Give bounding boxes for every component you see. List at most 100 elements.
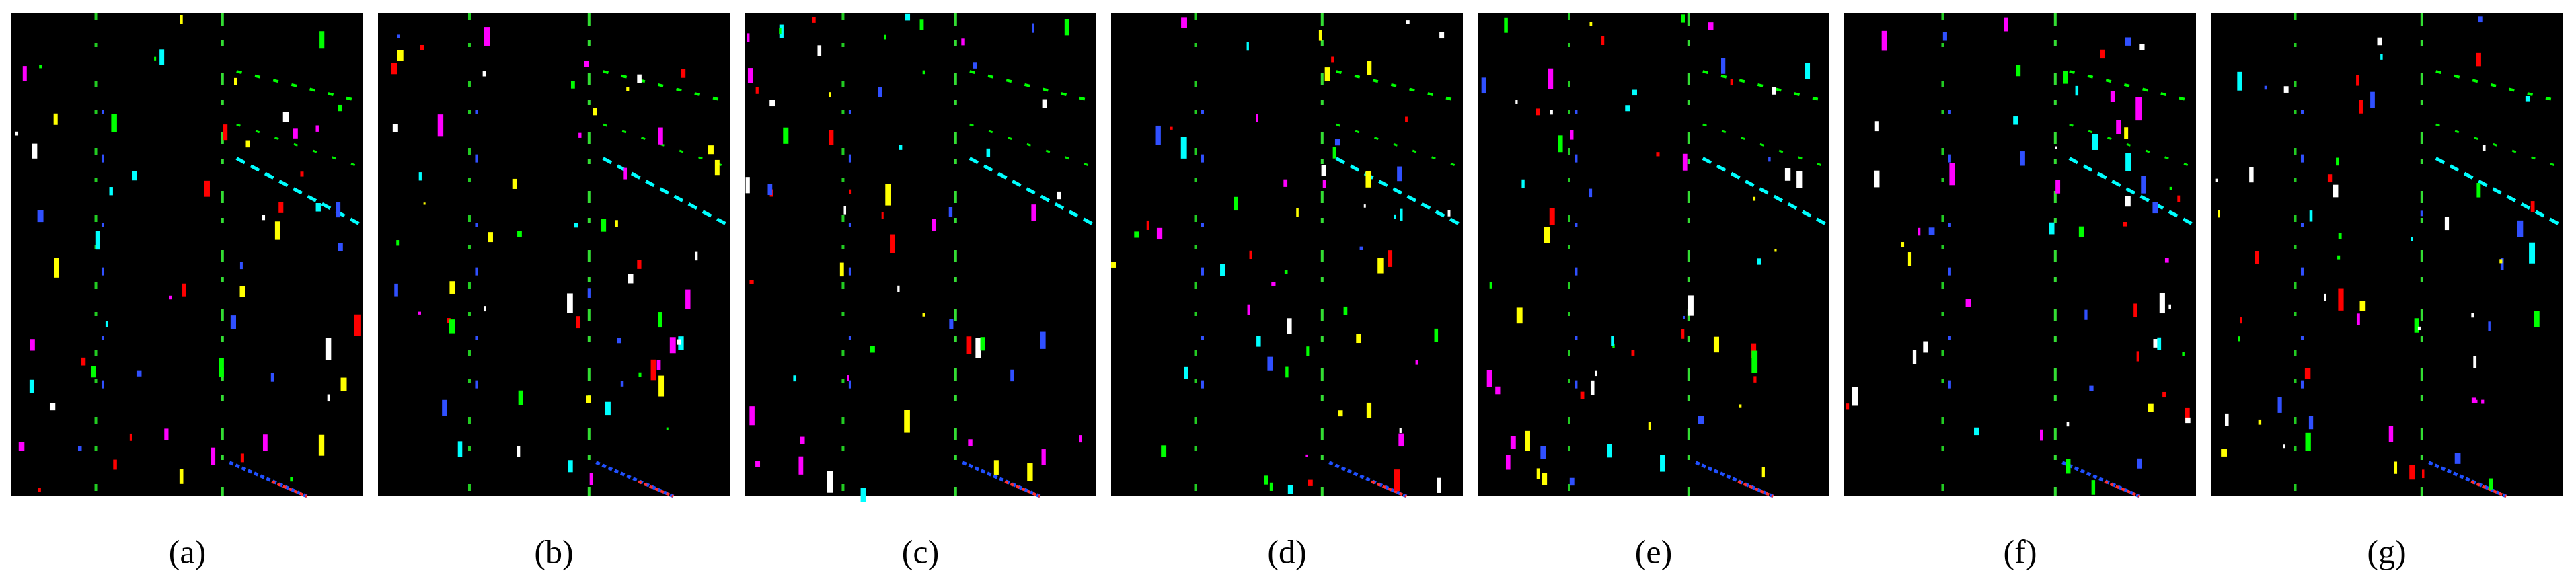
- event-point: [593, 108, 597, 116]
- event-point: [2182, 352, 2185, 356]
- event-edge: [2435, 157, 2564, 228]
- event-point: [2066, 459, 2071, 474]
- event-point: [1625, 105, 1630, 112]
- event-point: [1181, 17, 1187, 28]
- event-point: [2141, 176, 2146, 194]
- event-point: [325, 338, 332, 360]
- event-point: [2020, 151, 2025, 166]
- event-point: [1489, 282, 1492, 289]
- event-point: [2394, 461, 2398, 474]
- event-point: [1359, 246, 1363, 250]
- event-point: [637, 74, 642, 83]
- event-point: [1287, 318, 1292, 334]
- event-point: [1516, 307, 1523, 324]
- event-point: [37, 210, 44, 223]
- event-point: [2055, 180, 2061, 194]
- event-point: [986, 148, 991, 157]
- event-point: [2148, 403, 2154, 412]
- event-point: [638, 372, 642, 377]
- event-point: [2411, 237, 2413, 241]
- event-point: [1010, 369, 1014, 382]
- event-point: [1111, 262, 1116, 268]
- event-point: [77, 446, 82, 451]
- event-point: [2380, 54, 2383, 60]
- event-point: [885, 184, 891, 206]
- panel-image: [11, 13, 363, 496]
- event-point: [2218, 210, 2220, 218]
- event-point: [2417, 326, 2421, 331]
- event-point: [2454, 453, 2461, 464]
- event-point: [1928, 227, 1935, 235]
- event-edge: [595, 461, 675, 498]
- event-point: [2356, 75, 2359, 86]
- event-point: [695, 251, 698, 261]
- event-point: [1768, 157, 1771, 162]
- panel-label: (b): [534, 533, 573, 570]
- event-point: [617, 338, 621, 344]
- event-point: [948, 206, 953, 217]
- event-point: [1318, 30, 1322, 41]
- event-point: [1434, 328, 1439, 342]
- event-edge: [603, 70, 724, 102]
- event-edge: [2061, 461, 2141, 498]
- event-point: [1495, 386, 1501, 395]
- event-point: [1708, 22, 1714, 30]
- panel-image: [378, 13, 730, 496]
- event-point: [2333, 184, 2339, 198]
- event-point: [899, 145, 903, 150]
- event-point: [1338, 410, 1343, 417]
- event-point: [392, 124, 398, 132]
- event-point: [2137, 458, 2142, 469]
- event-point: [418, 311, 421, 315]
- event-point: [290, 477, 293, 482]
- event-point: [749, 280, 754, 284]
- event-point: [2100, 49, 2105, 59]
- event-point: [755, 461, 761, 467]
- event-point: [354, 314, 361, 336]
- event-edge: [638, 480, 675, 498]
- event-point: [2055, 146, 2057, 149]
- event-edge: [2428, 461, 2507, 498]
- event-point: [1580, 391, 1585, 399]
- event-point: [2478, 16, 2483, 23]
- event-point: [681, 69, 686, 78]
- event-point: [164, 428, 169, 440]
- event-point: [570, 81, 575, 89]
- panel-label: (d): [1267, 533, 1306, 570]
- event-point: [1631, 350, 1635, 356]
- event-point: [1366, 402, 1372, 418]
- event-point: [1611, 336, 1614, 346]
- event-point: [1751, 343, 1757, 358]
- event-point: [1753, 376, 1757, 383]
- event-edge: [2069, 70, 2190, 102]
- event-point: [2168, 304, 2171, 310]
- event-point: [745, 177, 750, 194]
- event-edge: [1702, 70, 1823, 102]
- event-point: [1757, 258, 1761, 265]
- event-point: [975, 338, 981, 358]
- event-point: [1031, 204, 1036, 221]
- event-point: [1656, 152, 1660, 157]
- event-point: [623, 167, 628, 180]
- event-point: [282, 112, 289, 122]
- event-point: [1949, 163, 1955, 186]
- event-point: [2125, 196, 2131, 207]
- panel: (e): [1478, 13, 1831, 570]
- event-point: [1682, 315, 1685, 319]
- event-point: [1601, 36, 1605, 46]
- event-point: [2517, 220, 2524, 237]
- event-point: [159, 49, 165, 65]
- event-point: [315, 125, 319, 132]
- event-point: [2169, 186, 2172, 190]
- event-point: [2089, 385, 2094, 391]
- panel: (a): [11, 13, 365, 570]
- event-point: [1356, 334, 1361, 344]
- event-point: [219, 358, 224, 377]
- event-point: [1974, 427, 1979, 436]
- event-point: [1343, 306, 1348, 315]
- event-point: [1170, 126, 1173, 130]
- event-point: [1589, 188, 1593, 198]
- event-point: [2013, 116, 2018, 125]
- event-point: [843, 206, 847, 214]
